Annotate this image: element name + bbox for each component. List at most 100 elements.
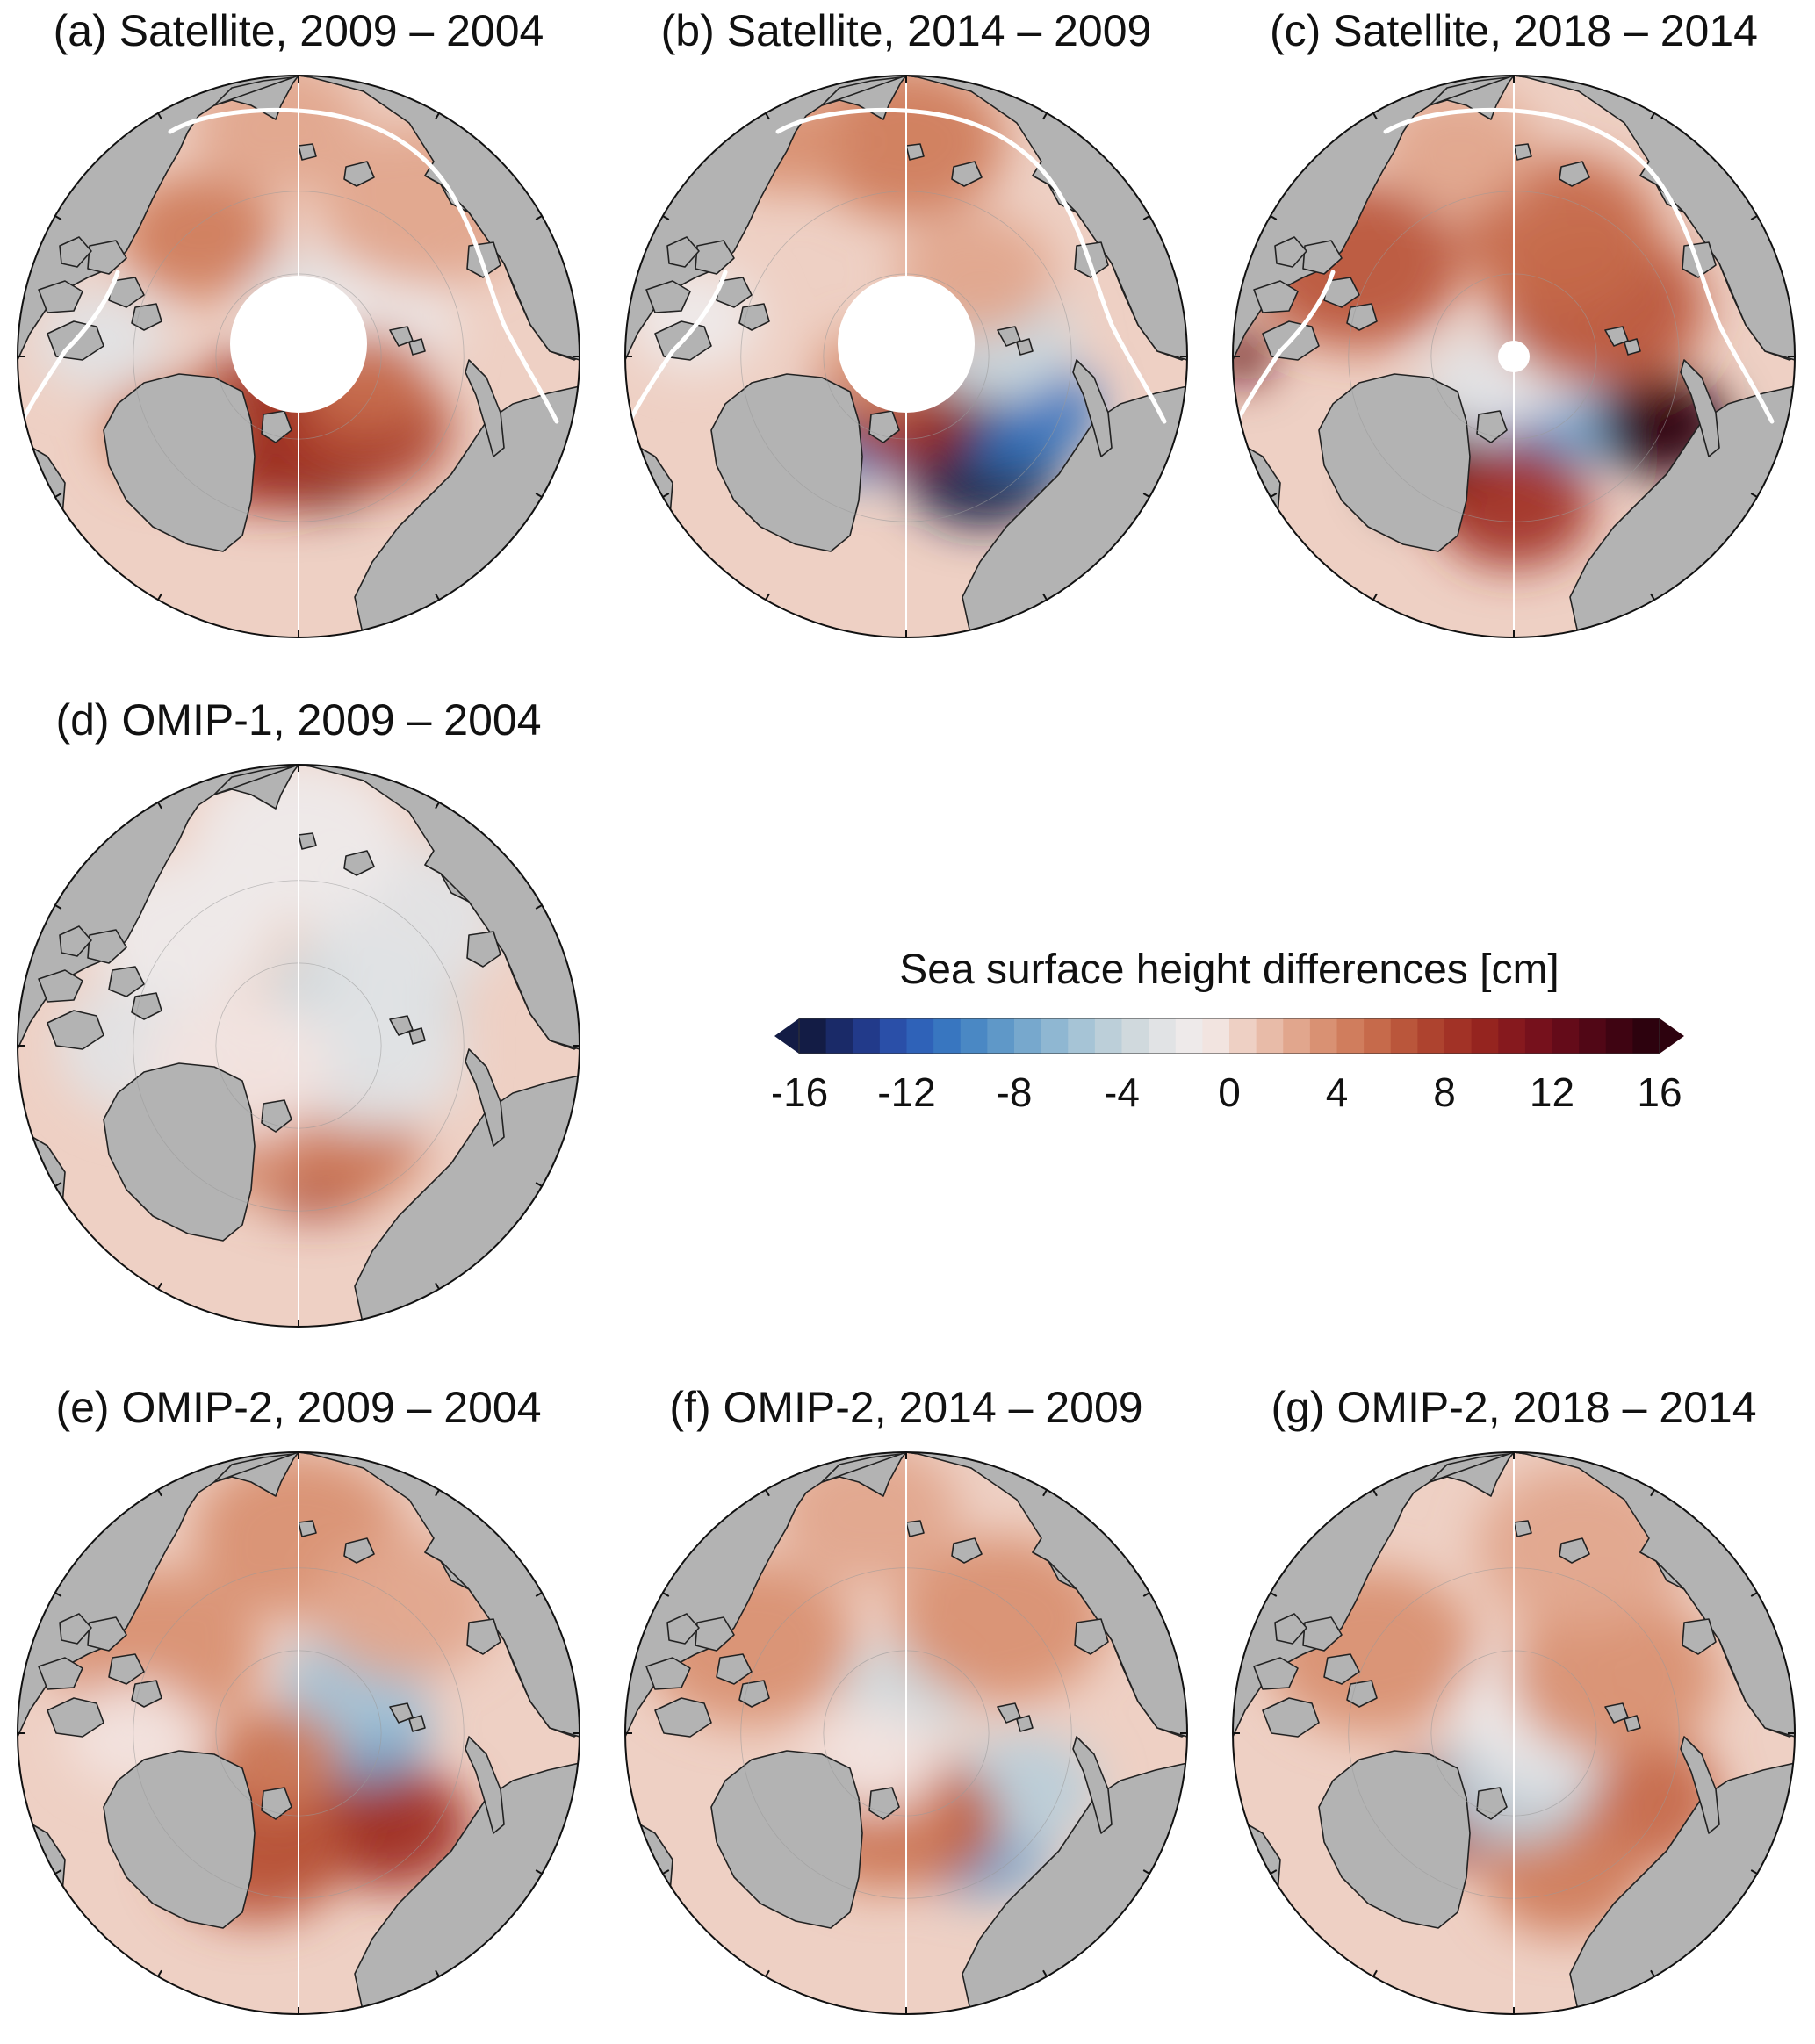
panel-f: (f) OMIP-2, 2014 – 2009: [608, 1377, 1205, 2044]
land-polygon: [821, 76, 907, 106]
colorbar-swatch: [1364, 1018, 1392, 1054]
frame-tick: [435, 1282, 440, 1290]
land-polygon: [1302, 1616, 1343, 1652]
frame-tick: [157, 802, 162, 810]
frame-tick: [157, 1489, 162, 1497]
colorbar: Sea surface height differences [cm] -16 -1…: [770, 931, 1686, 1159]
frame-tick: [1372, 1489, 1378, 1497]
colorbar-min-extension: [774, 1018, 799, 1054]
land-polygon: [905, 143, 925, 161]
land-polygon: [1253, 280, 1299, 313]
frame-tick: [1142, 1869, 1150, 1875]
map-content: [625, 76, 1187, 637]
land-polygon: [997, 1702, 1021, 1724]
colorbar-tick-label: -4: [1104, 1069, 1140, 1115]
land-polygon: [87, 1616, 127, 1652]
colorbar-swatch: [987, 1018, 1015, 1054]
frame-tick: [435, 1489, 440, 1497]
land-polygon: [1559, 161, 1590, 187]
land-polygon: [343, 1537, 375, 1564]
land-polygon: [951, 161, 983, 187]
land-polygon: [47, 1010, 104, 1050]
colorbar-swatch: [906, 1018, 934, 1054]
land-polygon: [1680, 1736, 1720, 1834]
frame-tick: [662, 1869, 670, 1875]
frame-tick: [765, 112, 770, 120]
frame-tick: [535, 215, 543, 220]
panel-g: (g) OMIP-2, 2018 – 2014: [1215, 1377, 1812, 2044]
colorbar-tick-label: 0: [1218, 1069, 1241, 1115]
frame-tick: [435, 802, 440, 810]
polar-map: [624, 1451, 1188, 2015]
land-polygon: [1513, 143, 1532, 161]
panel-title: (f) OMIP-2, 2014 – 2009: [669, 1383, 1143, 1432]
land-polygon: [408, 1715, 426, 1732]
land-polygon: [645, 1657, 691, 1690]
colorbar-title: Sea surface height differences [cm]: [899, 946, 1559, 993]
frame-tick: [435, 112, 440, 120]
frame-tick: [535, 493, 543, 498]
polar-map: [624, 75, 1188, 638]
land-polygon: [1072, 359, 1113, 457]
land-polygon: [1016, 1715, 1034, 1732]
land-polygon: [666, 236, 700, 268]
colorbar-graphic: Sea surface height differences [cm] -16 -1…: [770, 946, 1684, 1115]
land-polygon: [1559, 1537, 1590, 1564]
frame-tick: [157, 593, 162, 601]
frame-tick: [1372, 112, 1378, 120]
land-polygon: [1429, 76, 1515, 106]
frame-tick: [54, 1182, 62, 1187]
colorbar-tick-label: 12: [1530, 1069, 1574, 1115]
polar-map: [1232, 75, 1796, 638]
frame-tick: [765, 1969, 770, 1977]
land-polygon: [738, 1680, 770, 1708]
land-polygon: [1604, 326, 1629, 347]
colorbar-tick-label: -16: [773, 1069, 828, 1115]
frame-tick: [1270, 1869, 1278, 1875]
colorbar-max-extension: [1660, 1018, 1684, 1054]
land-polygon: [103, 1062, 256, 1242]
map-content: [1233, 1452, 1795, 2014]
land-polygon: [1318, 373, 1471, 552]
colorbar-tick-label: 4: [1326, 1069, 1349, 1115]
land-polygon: [298, 143, 317, 161]
colorbar-swatch: [799, 1018, 827, 1054]
colorbar-swatch: [1121, 1018, 1149, 1054]
frame-tick: [662, 1592, 670, 1597]
land-polygon: [738, 303, 770, 331]
ice-edge-line: [1233, 107, 1775, 433]
panel-d: (d) OMIP-1, 2009 – 2004: [0, 689, 597, 1357]
frame-tick: [1142, 493, 1150, 498]
land-polygon: [408, 1027, 426, 1045]
frame-tick: [1042, 593, 1048, 601]
panel-title: (b) Satellite, 2014 – 2009: [660, 6, 1152, 55]
colorbar-swatch: [1444, 1018, 1473, 1054]
land-polygon: [389, 326, 414, 347]
panel-c: (c) Satellite, 2018 – 2014: [1215, 0, 1812, 667]
land-polygon: [1346, 1680, 1378, 1708]
land-polygon: [666, 1613, 700, 1645]
land-polygon: [298, 1520, 317, 1537]
land-polygon: [343, 161, 375, 187]
colorbar-tick-label: 16: [1637, 1069, 1682, 1115]
ice-edge-line: [625, 107, 1167, 433]
frame-tick: [1650, 1489, 1655, 1497]
colorbar-swatch: [1605, 1018, 1633, 1054]
colorbar-swatch: [1149, 1018, 1177, 1054]
colorbar-swatch: [1579, 1018, 1607, 1054]
frame-tick: [1372, 593, 1378, 601]
land-polygon: [59, 925, 92, 957]
land-polygon: [1262, 1697, 1320, 1738]
polar-map: [1232, 1451, 1796, 2015]
frame-tick: [765, 593, 770, 601]
land-polygon: [716, 277, 753, 308]
frame-tick: [157, 1282, 162, 1290]
land-polygon: [951, 1537, 983, 1564]
land-polygon: [465, 1048, 505, 1147]
map-content: [18, 76, 580, 637]
land-polygon: [87, 240, 127, 275]
land-polygon: [466, 1618, 501, 1655]
ssh-anomaly: [279, 986, 465, 1131]
colorbar-swatch: [1632, 1018, 1660, 1054]
frame-tick: [1650, 593, 1655, 601]
